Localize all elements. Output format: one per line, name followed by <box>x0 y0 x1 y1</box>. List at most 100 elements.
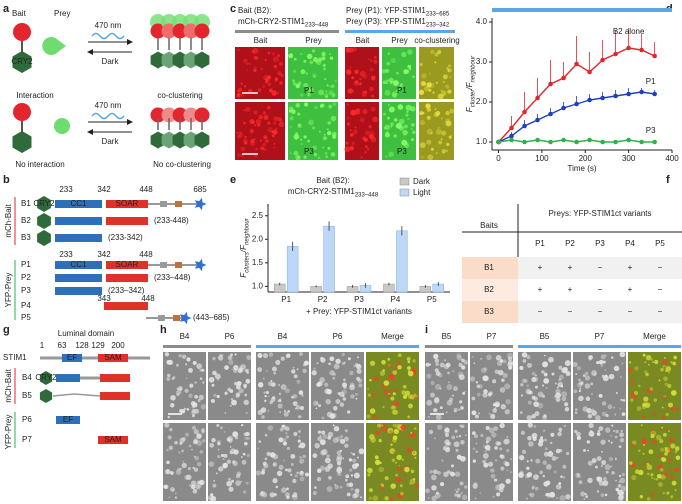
speckle <box>339 485 343 489</box>
speckle <box>474 414 479 419</box>
speckle <box>370 75 376 81</box>
speckle <box>226 480 232 487</box>
speckle <box>271 366 277 372</box>
speckle <box>298 430 301 433</box>
speckle <box>456 353 462 358</box>
speckle <box>670 407 674 411</box>
speckle <box>266 451 271 456</box>
speckle <box>358 383 363 388</box>
speckle <box>604 493 608 497</box>
speckle <box>323 67 327 71</box>
speckle <box>396 72 399 75</box>
speckle <box>670 495 674 498</box>
speckle <box>262 84 266 89</box>
speckle <box>505 399 511 405</box>
label: mCh-Bait <box>4 204 13 238</box>
speckle <box>664 446 667 449</box>
speckle <box>196 440 203 446</box>
speckle <box>279 81 283 85</box>
speckle <box>544 447 548 451</box>
speckle <box>457 371 464 378</box>
speckle <box>233 368 238 373</box>
speckle <box>348 458 353 462</box>
speckle <box>321 56 326 61</box>
speckle <box>301 394 304 397</box>
speckle <box>413 427 417 430</box>
speckle <box>355 363 362 370</box>
speckle <box>431 495 437 501</box>
label: − <box>628 307 633 316</box>
speckle <box>389 497 393 501</box>
speckle <box>454 488 457 491</box>
speckle <box>431 474 437 481</box>
speckle <box>356 456 359 459</box>
speckle <box>309 60 314 65</box>
speckle <box>345 47 351 53</box>
speckle <box>282 438 287 442</box>
speckle <box>244 393 248 397</box>
speckle <box>276 92 279 95</box>
speckle <box>275 485 279 489</box>
speckle <box>475 442 478 445</box>
speckle <box>174 492 177 495</box>
speckle <box>447 371 450 375</box>
speckle <box>332 424 335 427</box>
speckle <box>324 77 327 81</box>
speckle <box>293 57 297 61</box>
data-point <box>574 101 579 107</box>
speckle <box>667 371 671 374</box>
speckle <box>305 472 309 477</box>
speckle <box>393 401 400 407</box>
speckle <box>494 369 500 375</box>
speckle <box>560 475 563 479</box>
speckle <box>223 453 228 458</box>
label: 63 <box>58 341 67 350</box>
label: SAM <box>104 435 122 444</box>
chart-title: mCh-CRY2-STIM1233–448 <box>288 187 379 198</box>
speckle <box>240 480 243 483</box>
speckle <box>209 442 215 448</box>
speckle <box>660 474 666 480</box>
speckle <box>384 496 389 501</box>
speckle <box>358 108 361 111</box>
label: P1 <box>21 260 31 269</box>
speckle <box>339 435 344 439</box>
speckle <box>181 449 185 453</box>
speckle <box>236 93 241 98</box>
label: 470 nm <box>95 101 122 110</box>
hexagon <box>37 230 51 246</box>
speckle <box>262 377 265 380</box>
speckle <box>351 76 355 80</box>
speckle <box>387 53 390 56</box>
speckle <box>262 353 269 359</box>
speckle <box>370 59 373 62</box>
speckle <box>381 424 384 427</box>
speckle <box>384 476 389 481</box>
light-indicator <box>492 8 672 12</box>
speckle <box>543 481 549 487</box>
label: Bait (B2): <box>238 6 271 15</box>
speckle <box>433 408 438 413</box>
speckle <box>388 106 395 113</box>
speckle <box>179 467 182 470</box>
speckle <box>327 121 332 125</box>
speckle <box>227 477 231 481</box>
speckle <box>271 130 275 134</box>
speckle <box>663 356 666 360</box>
label: (233–448) <box>154 273 191 282</box>
data-point <box>535 137 540 143</box>
panel-label: f <box>666 174 670 186</box>
speckle <box>662 358 668 365</box>
speckle <box>510 458 512 460</box>
speckle <box>381 360 386 365</box>
speckle <box>175 469 182 475</box>
speckle <box>249 119 255 125</box>
speckle <box>369 408 376 414</box>
speckle <box>418 89 425 95</box>
label: P7 <box>487 332 497 341</box>
speckle <box>564 406 570 412</box>
speckle <box>448 135 452 139</box>
speckle <box>278 437 284 443</box>
label: P4 <box>21 301 31 310</box>
speckle <box>294 407 297 410</box>
